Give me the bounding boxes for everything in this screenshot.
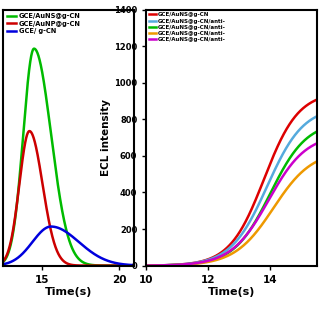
GCE/AuNS@g-CN/anti- xyxy=(315,160,319,164)
GCE/AuNS@g-CN xyxy=(89,263,93,267)
Legend: GCE/AuNS@g-CN, GCE/AuNP@g-CN, GCE/ g-CN: GCE/AuNS@g-CN, GCE/AuNP@g-CN, GCE/ g-CN xyxy=(5,12,82,36)
GCE/AuNS@g-CN xyxy=(55,175,59,179)
GCE/ g-CN xyxy=(102,257,106,261)
GCE/AuNS@g-CN/anti- xyxy=(144,264,148,268)
GCE/AuNS@g-CN/anti- xyxy=(277,159,281,163)
Line: GCE/AuNS@g-CN/anti-: GCE/AuNS@g-CN/anti- xyxy=(146,143,317,266)
Line: GCE/AuNS@g-CN: GCE/AuNS@g-CN xyxy=(146,100,317,266)
GCE/AuNS@g-CN xyxy=(213,254,217,258)
GCE/AuNS@g-CN/anti- xyxy=(213,255,217,259)
GCE/AuNS@g-CN xyxy=(132,264,136,268)
GCE/AuNS@g-CN/anti- xyxy=(315,115,319,118)
GCE/ g-CN xyxy=(89,250,93,254)
GCE/ g-CN xyxy=(49,225,53,228)
Line: GCE/ g-CN: GCE/ g-CN xyxy=(0,227,134,265)
GCE/AuNS@g-CN/anti- xyxy=(162,263,166,267)
GCE/AuNS@g-CN/anti- xyxy=(213,257,217,261)
Line: GCE/AuNP@g-CN: GCE/AuNP@g-CN xyxy=(0,131,134,266)
GCE/AuNS@g-CN/anti- xyxy=(162,263,166,267)
GCE/AuNS@g-CN/anti- xyxy=(280,193,284,197)
GCE/AuNS@g-CN xyxy=(220,251,223,254)
Line: GCE/AuNS@g-CN/anti-: GCE/AuNS@g-CN/anti- xyxy=(146,132,317,266)
GCE/AuNS@g-CN/anti- xyxy=(144,264,148,268)
Line: GCE/AuNS@g-CN/anti-: GCE/AuNS@g-CN/anti- xyxy=(146,116,317,266)
GCE/ g-CN xyxy=(8,260,12,264)
X-axis label: Time(s): Time(s) xyxy=(208,287,255,297)
GCE/AuNS@g-CN/anti- xyxy=(220,256,223,260)
GCE/AuNP@g-CN xyxy=(104,264,108,268)
GCE/AuNS@g-CN/anti- xyxy=(261,205,265,209)
GCE/ g-CN xyxy=(50,225,54,228)
GCE/AuNS@g-CN/anti- xyxy=(277,197,281,201)
GCE/AuNS@g-CN/anti- xyxy=(280,175,284,179)
GCE/AuNP@g-CN xyxy=(50,232,54,236)
GCE/AuNP@g-CN xyxy=(55,248,59,252)
GCE/AuNS@g-CN/anti- xyxy=(213,257,217,260)
GCE/AuNS@g-CN/anti- xyxy=(144,264,148,268)
GCE/AuNS@g-CN/anti- xyxy=(280,153,284,157)
GCE/AuNS@g-CN/anti- xyxy=(162,263,166,267)
GCE/AuNS@g-CN/anti- xyxy=(315,141,319,145)
GCE/ g-CN xyxy=(55,226,59,229)
GCE/AuNP@g-CN xyxy=(28,129,31,133)
GCE/AuNS@g-CN/anti- xyxy=(220,255,223,259)
GCE/AuNP@g-CN xyxy=(102,264,106,268)
GCE/AuNS@g-CN/anti- xyxy=(261,207,265,211)
Line: GCE/AuNS@g-CN/anti-: GCE/AuNS@g-CN/anti- xyxy=(146,162,317,266)
GCE/AuNS@g-CN/anti- xyxy=(213,258,217,262)
GCE/AuNS@g-CN/anti- xyxy=(162,263,166,267)
GCE/AuNS@g-CN/anti- xyxy=(261,193,265,196)
GCE/AuNS@g-CN/anti- xyxy=(277,174,281,178)
GCE/AuNS@g-CN xyxy=(277,141,281,145)
GCE/ g-CN xyxy=(104,258,108,262)
GCE/AuNS@g-CN xyxy=(144,264,148,268)
GCE/AuNS@g-CN/anti- xyxy=(144,264,148,268)
GCE/AuNP@g-CN xyxy=(8,244,12,248)
GCE/AuNS@g-CN/anti- xyxy=(220,254,223,258)
GCE/AuNS@g-CN xyxy=(315,98,319,101)
GCE/AuNS@g-CN/anti- xyxy=(315,130,319,133)
Line: GCE/AuNS@g-CN: GCE/AuNS@g-CN xyxy=(0,49,134,266)
Legend: GCE/AuNS@g-CN, GCE/AuNS@g-CN/anti-, GCE/AuNS@g-CN/anti-, GCE/AuNS@g-CN/anti-, GC: GCE/AuNS@g-CN, GCE/AuNS@g-CN/anti-, GCE/… xyxy=(148,11,227,44)
GCE/AuNS@g-CN/anti- xyxy=(280,169,284,172)
GCE/ g-CN xyxy=(132,263,136,267)
GCE/AuNP@g-CN xyxy=(132,264,136,268)
GCE/AuNS@g-CN/anti- xyxy=(277,180,281,184)
GCE/AuNS@g-CN xyxy=(261,179,265,183)
GCE/AuNS@g-CN xyxy=(8,247,12,251)
GCE/AuNS@g-CN/anti- xyxy=(261,221,265,225)
GCE/AuNS@g-CN xyxy=(50,138,54,142)
GCE/AuNS@g-CN xyxy=(104,264,108,268)
GCE/AuNS@g-CN xyxy=(32,47,36,51)
X-axis label: Time(s): Time(s) xyxy=(45,287,92,297)
GCE/AuNS@g-CN/anti- xyxy=(220,252,223,256)
GCE/AuNS@g-CN xyxy=(280,135,284,139)
GCE/AuNS@g-CN xyxy=(102,264,106,268)
GCE/AuNP@g-CN xyxy=(89,264,93,268)
GCE/AuNS@g-CN xyxy=(162,263,166,267)
Y-axis label: ECL intensity: ECL intensity xyxy=(101,99,111,176)
